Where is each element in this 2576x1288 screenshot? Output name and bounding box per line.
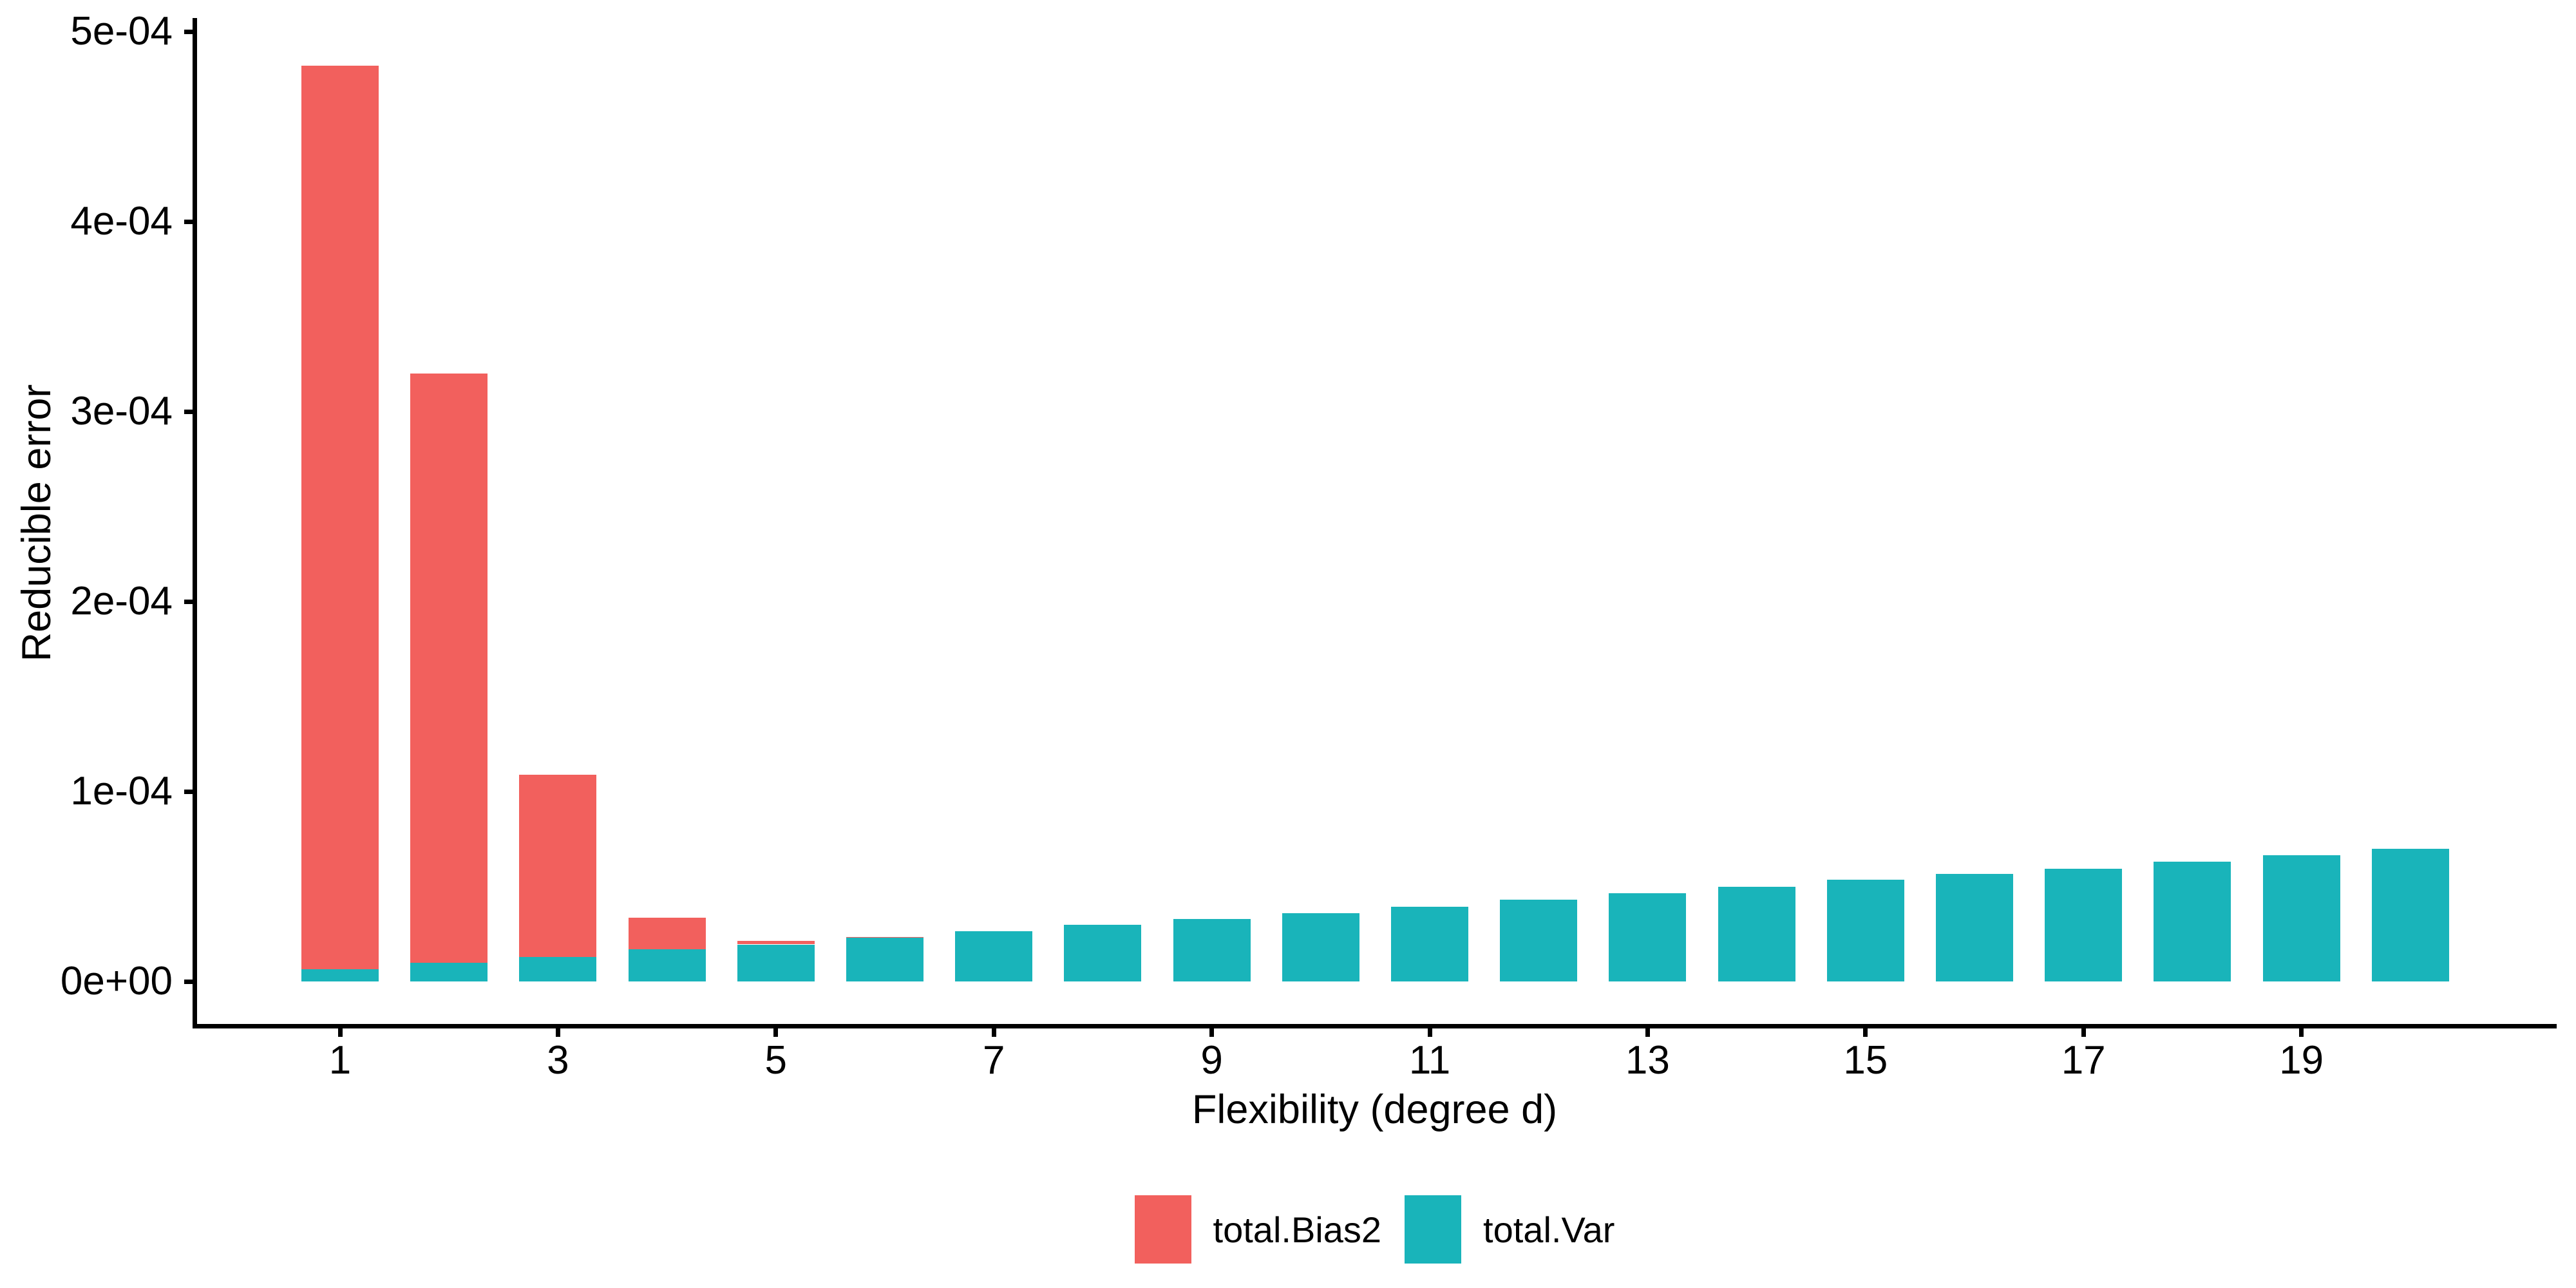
bar-segment-var	[1936, 874, 2013, 981]
x-tick	[773, 1028, 779, 1037]
x-tick-label: 13	[1625, 1038, 1670, 1083]
x-tick-label: 15	[1843, 1038, 1888, 1083]
x-tick	[1427, 1028, 1432, 1037]
x-tick	[1645, 1028, 1650, 1037]
bar-segment-bias2	[628, 918, 706, 949]
y-tick-label: 0e+00	[60, 959, 173, 1003]
x-tick-label: 1	[328, 1038, 352, 1083]
legend-item-bias2: total.Bias2	[1134, 1195, 1382, 1264]
x-axis-line	[193, 1024, 2557, 1028]
bar-segment-var	[737, 944, 815, 981]
x-tick	[1209, 1028, 1215, 1037]
x-tick-label: 3	[547, 1038, 569, 1083]
y-axis-line	[193, 18, 197, 1028]
bar-segment-var	[410, 962, 488, 981]
x-tick-label: 11	[1408, 1038, 1451, 1083]
y-tick-label: 2e-04	[70, 579, 173, 623]
bar-segment-bias2	[846, 936, 923, 938]
legend-key-bias2	[1134, 1195, 1191, 1264]
x-tick-label: 17	[2061, 1038, 2106, 1083]
legend-label-bias2: total.Bias2	[1213, 1209, 1382, 1250]
bar-segment-var	[846, 938, 923, 981]
bar-segment-var	[1826, 880, 1904, 981]
bar-segment-bias2	[519, 774, 597, 957]
y-tick	[184, 979, 193, 984]
x-tick	[2299, 1028, 2304, 1037]
x-tick	[555, 1028, 560, 1037]
bar-segment-var	[519, 956, 597, 981]
y-tick	[184, 789, 193, 794]
y-tick-label: 4e-04	[70, 199, 173, 243]
legend: total.Bias2 total.Var	[193, 1195, 2557, 1264]
x-tick-label: 7	[982, 1038, 1005, 1083]
bar-segment-var	[2262, 855, 2340, 981]
y-tick	[184, 409, 193, 414]
x-tick-label: 19	[2279, 1038, 2324, 1083]
bar-segment-var	[1500, 900, 1578, 982]
bar-segment-var	[2371, 848, 2449, 981]
y-tick-label: 5e-04	[70, 9, 173, 53]
bar-segment-var	[301, 969, 379, 981]
bar-segment-bias2	[737, 940, 815, 945]
y-tick	[184, 219, 193, 224]
bar-segment-var	[1391, 906, 1468, 981]
bar-segment-var	[1609, 893, 1687, 981]
bar-segment-var	[2045, 868, 2123, 981]
bar-segment-var	[1718, 886, 1795, 981]
y-tick-label: 3e-04	[70, 389, 173, 433]
bar-segment-var	[628, 949, 706, 981]
x-axis-title: Flexibility (degree d)	[1191, 1087, 1558, 1132]
bar-segment-var	[1173, 918, 1251, 982]
y-tick-label: 1e-04	[70, 769, 173, 813]
bar-segment-bias2	[301, 66, 379, 969]
y-tick	[184, 29, 193, 34]
x-tick	[2081, 1028, 2086, 1037]
x-tick	[337, 1028, 343, 1037]
bar-segment-bias2	[410, 374, 488, 963]
x-tick	[1863, 1028, 1868, 1037]
bar-segment-var	[1064, 924, 1142, 981]
bar-segment-var	[955, 931, 1033, 981]
x-tick-label: 5	[764, 1038, 788, 1083]
x-tick	[991, 1028, 996, 1037]
bar-segment-var	[2154, 862, 2231, 981]
bar-segment-var	[1282, 913, 1359, 981]
legend-key-var	[1405, 1195, 1462, 1264]
legend-label-var: total.Var	[1483, 1209, 1615, 1250]
y-axis-title: Reducible error	[14, 384, 59, 662]
x-tick-label: 9	[1200, 1038, 1223, 1083]
y-tick	[184, 599, 193, 604]
legend-item-var: total.Var	[1405, 1195, 1615, 1264]
